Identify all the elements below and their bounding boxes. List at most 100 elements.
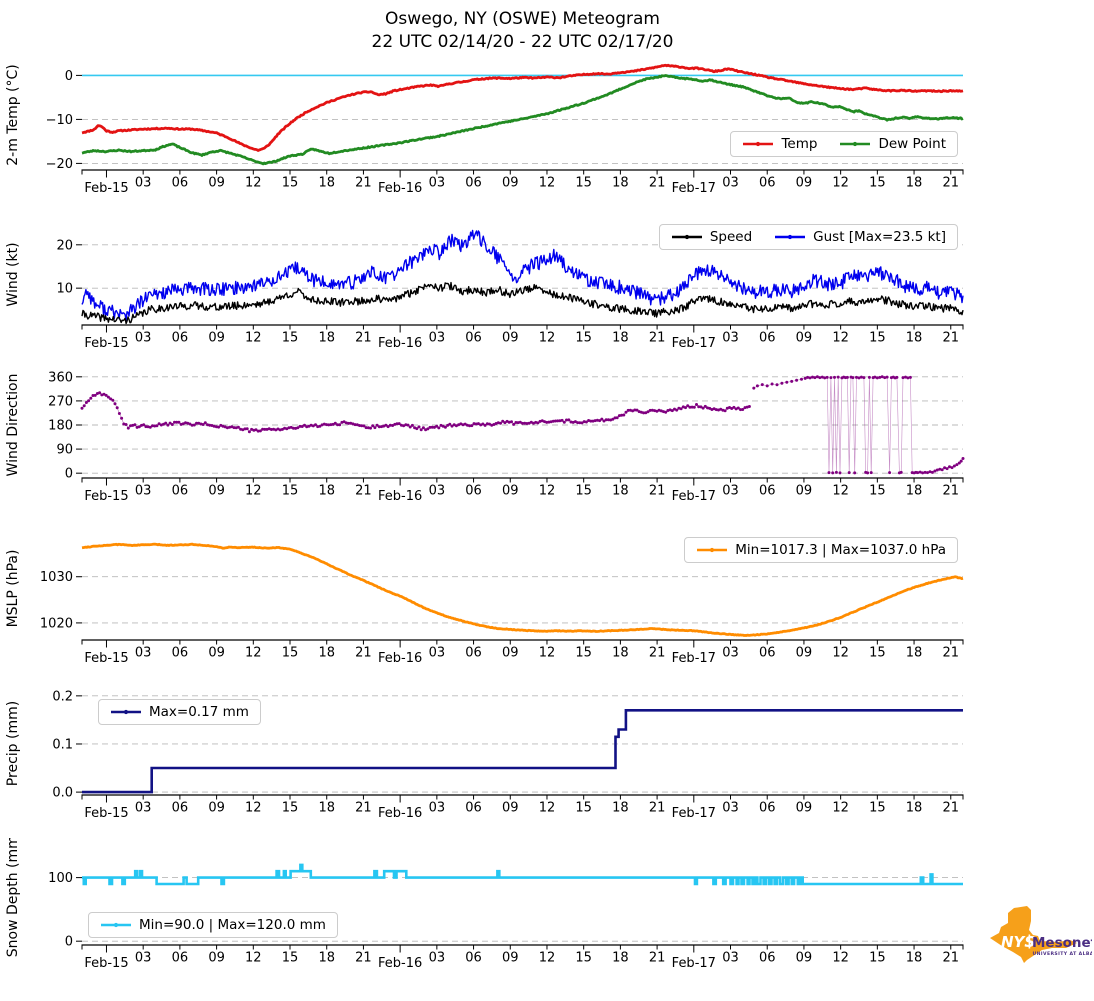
x-tick-label: 06 (172, 646, 189, 661)
x-tick-label: 03 (722, 801, 739, 816)
x-tick-label: 18 (906, 331, 923, 346)
legend-line-sample (743, 141, 774, 147)
x-tick-label: 18 (906, 176, 923, 191)
x-tick-label: 21 (355, 331, 372, 346)
y-tick-label: 1030 (40, 570, 73, 585)
x-tick-label: 15 (282, 484, 299, 499)
y-axis-label-temp: 2-m Temp (°C) (5, 64, 21, 166)
x-tick-label: 18 (612, 176, 629, 191)
legend-item: Dew Point (839, 136, 946, 152)
x-tick-label: Feb-17 (672, 489, 716, 504)
legend-line-sample (697, 547, 728, 553)
x-tick-label: 12 (832, 801, 849, 816)
x-tick-label: 21 (942, 951, 959, 966)
wind-direction-wrap-points (752, 375, 965, 475)
x-tick-label: 06 (465, 646, 482, 661)
x-tick-label: Feb-15 (84, 806, 128, 821)
x-tick-label: 06 (759, 951, 776, 966)
x-tick-label: 21 (942, 331, 959, 346)
x-tick-label: 12 (539, 801, 556, 816)
x-tick-label: Feb-15 (84, 489, 128, 504)
x-tick-label: 12 (539, 484, 556, 499)
nys-mesonet-logo: NYS Mesonet UNIVERSITY AT ALBANY (980, 901, 1094, 971)
x-tick-label: 03 (135, 176, 152, 191)
plot-wind: 20 10 Feb-15 03 06 09 12 15 18 21 Feb-16 03 06 09 12 15… (5, 229, 964, 351)
legend-label: Min=90.0 | Max=120.0 mm (139, 917, 326, 933)
wind-direction-scatter (80, 391, 751, 434)
x-tick-label: 18 (906, 801, 923, 816)
logo-nys-text: NYS (1001, 933, 1035, 951)
x-tick-label: 09 (796, 951, 813, 966)
x-tick-label: 12 (245, 176, 262, 191)
legend-line-sample (111, 709, 141, 715)
legend-label: Gust [Max=23.5 kt] (813, 229, 946, 245)
x-tick-label: 12 (832, 951, 849, 966)
legend-label: Min=1017.3 | Max=1037.0 hPa (735, 542, 946, 558)
x-tick-label: 09 (502, 951, 519, 966)
x-tick-label: 03 (135, 801, 152, 816)
x-tick-label: 06 (465, 331, 482, 346)
x-tick-label: Feb-17 (672, 181, 716, 196)
wind-speed-line (81, 281, 964, 325)
wind-gust-line (81, 229, 964, 322)
x-tick-label: 18 (318, 801, 335, 816)
logo-subtitle-text: UNIVERSITY AT ALBANY (1033, 951, 1093, 957)
x-tick-label: 12 (539, 331, 556, 346)
x-tick-label: Feb-16 (378, 489, 422, 504)
plot-temp: 0 −10 −20 Feb-15 03 06 09 12 15 18 21 Feb-16 03 06 09 1… (5, 63, 964, 196)
x-tick-label: 03 (429, 331, 446, 346)
x-tick-label: 03 (429, 646, 446, 661)
x-tick-label: 12 (245, 951, 262, 966)
x-tick-label: 21 (942, 646, 959, 661)
x-tick-label: 18 (906, 646, 923, 661)
ny-state-icon: NYS Mesonet UNIVERSITY AT ALBANY (990, 906, 1094, 963)
x-tick-label: 03 (135, 951, 152, 966)
x-tick-label: 15 (575, 801, 592, 816)
x-tick-label: 09 (208, 484, 225, 499)
legend-item: Temp (742, 136, 817, 152)
x-tick-label: 21 (355, 801, 372, 816)
x-tick-label: 18 (318, 951, 335, 966)
x-tick-label: 18 (612, 801, 629, 816)
x-tick-label: 09 (502, 801, 519, 816)
x-tick-label: Feb-15 (84, 336, 128, 351)
legend-snow-depth: Min=90.0 | Max=120.0 mm (88, 912, 338, 938)
legend-label: Max=0.17 mm (149, 704, 249, 720)
x-tick-label: 15 (575, 646, 592, 661)
panel-precip: 0.2 0.1 0.0 Feb-15 03 06 09 12 15 18 21 Feb-16 03 06 0… (0, 688, 1094, 838)
x-tick-label: 06 (759, 646, 776, 661)
x-tick-label: 15 (282, 331, 299, 346)
x-tick-label: 06 (465, 484, 482, 499)
x-tick-label: 18 (612, 646, 629, 661)
legend-line-sample (840, 141, 871, 147)
legend-label: Dew Point (878, 136, 946, 152)
y-tick-label: 0 (65, 467, 73, 482)
legend-item: Gust [Max=23.5 kt] (774, 229, 946, 245)
x-tick-label: 18 (906, 951, 923, 966)
x-tick-label: 18 (318, 484, 335, 499)
x-tick-label: 21 (942, 801, 959, 816)
x-tick-label: 21 (942, 176, 959, 191)
mslp-line (81, 542, 964, 637)
x-tick-label: 21 (649, 176, 666, 191)
x-tick-label: 18 (318, 176, 335, 191)
x-tick-label: 15 (869, 176, 886, 191)
y-tick-label: 90 (56, 443, 73, 458)
legend-line-sample (101, 922, 131, 928)
x-tick-label: 09 (796, 646, 813, 661)
x-tick-label: Feb-17 (672, 651, 716, 666)
plot-precip: 0.2 0.1 0.0 Feb-15 03 06 09 12 15 18 21 Feb-16 03 06 0… (5, 689, 964, 821)
y-axis-label-wind-direction: Wind Direction (5, 374, 21, 477)
y-tick-label: 180 (48, 419, 73, 434)
y-axis-label-snow-depth: Snow Depth (mm) (5, 838, 21, 957)
y-tick-label: 20 (56, 238, 73, 253)
y-axis-label-wind: Wind (kt) (5, 242, 21, 306)
x-tick-label: 15 (869, 801, 886, 816)
y-axis-label-precip: Precip (mm) (5, 701, 21, 786)
panel-wind: 20 10 Feb-15 03 06 09 12 15 18 21 Feb-16 03 06 09 12 15… (0, 222, 1094, 368)
x-tick-label: 12 (832, 484, 849, 499)
x-tick-label: 15 (575, 484, 592, 499)
x-tick-label: 03 (722, 484, 739, 499)
y-tick-label: 360 (48, 370, 73, 385)
